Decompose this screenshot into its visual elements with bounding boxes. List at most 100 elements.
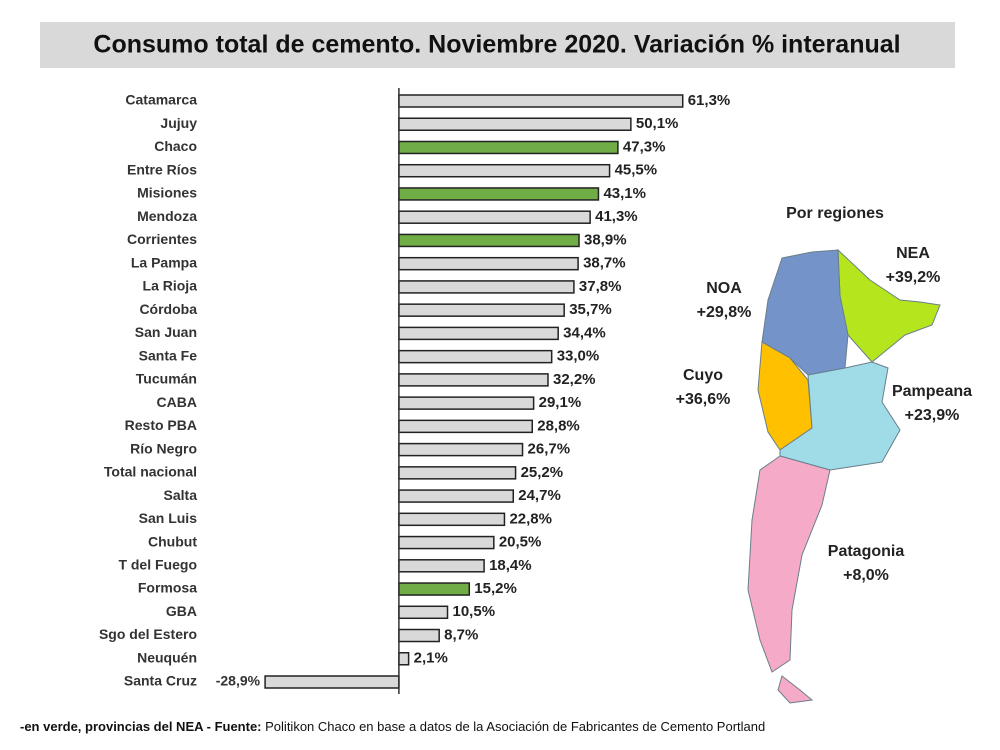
bar	[398, 652, 410, 666]
map-region	[837, 248, 941, 363]
data-label: 20,5%	[499, 534, 542, 551]
bar	[398, 349, 553, 364]
footnote-bold: -en verde, provincias del NEA - Fuente:	[20, 719, 262, 734]
bar	[398, 489, 515, 503]
bar	[398, 559, 485, 573]
bar	[398, 94, 684, 108]
map-region	[779, 361, 901, 471]
footnote: -en verde, provincias del NEA - Fuente: …	[20, 719, 765, 734]
region-label: +39,2%	[886, 269, 941, 286]
data-label: 41,3%	[595, 208, 638, 225]
y-tick-label: Entre Ríos	[127, 161, 197, 177]
bar	[398, 233, 580, 248]
y-tick-label: Corrientes	[127, 231, 197, 247]
data-label: 50,1%	[636, 115, 679, 132]
bar	[398, 628, 440, 643]
y-tick-label: Salta	[164, 487, 198, 503]
region-name: Patagonia	[828, 543, 905, 560]
bar	[398, 117, 632, 131]
map-region	[777, 675, 814, 704]
y-tick-label: San Luis	[139, 510, 198, 526]
region-label: +23,9%	[905, 407, 960, 424]
title-box	[40, 22, 955, 68]
data-label: 43,1%	[603, 185, 646, 202]
data-label: 8,7%	[444, 626, 478, 643]
y-tick-label: Misiones	[137, 185, 197, 201]
data-label: 35,7%	[569, 301, 612, 318]
bar	[398, 210, 591, 224]
region-name: Cuyo	[683, 367, 723, 384]
bar	[398, 187, 600, 201]
bar	[398, 419, 533, 434]
y-tick-label: Córdoba	[139, 301, 197, 317]
region-label: +8,0%	[843, 567, 889, 584]
y-tick-label: Catamarca	[125, 92, 197, 108]
region-name: NOA	[706, 280, 742, 297]
bar	[398, 396, 535, 410]
data-label: -28,9%	[216, 673, 261, 689]
y-tick-label: Total nacional	[104, 464, 197, 480]
data-label: 15,2%	[474, 580, 517, 597]
map	[747, 248, 941, 704]
y-tick-label: Mendoza	[137, 208, 197, 224]
y-tick-label: Sgo del Estero	[99, 626, 197, 642]
bar	[398, 163, 611, 178]
data-label: 10,5%	[453, 603, 496, 620]
region-label: +36,6%	[676, 391, 731, 408]
bar	[398, 280, 575, 294]
y-tick-label: Tucumán	[136, 371, 197, 387]
y-tick-label: Formosa	[138, 580, 197, 596]
y-tick-label: Santa Cruz	[124, 673, 197, 689]
y-tick-label: Santa Fe	[139, 347, 198, 363]
region-name: NEA	[896, 245, 930, 262]
bar	[398, 605, 449, 620]
y-tick-label: Chubut	[148, 533, 197, 549]
data-label: 61,3%	[688, 92, 731, 109]
data-label: 34,4%	[563, 324, 606, 341]
data-label: 33,0%	[557, 348, 600, 365]
bar	[398, 582, 471, 596]
y-tick-label: San Juan	[135, 324, 197, 340]
y-tick-label: La Rioja	[143, 278, 198, 294]
region-label: +29,8%	[697, 304, 752, 321]
y-tick-label: CABA	[157, 394, 197, 410]
chart-title: Consumo total de cemento. Noviembre 2020…	[93, 31, 900, 59]
bar	[398, 535, 495, 550]
bar	[398, 303, 565, 317]
y-tick-label: Río Negro	[130, 440, 197, 456]
region-name: Pampeana	[892, 383, 972, 400]
data-label: 2,1%	[414, 650, 448, 667]
bar	[398, 466, 517, 480]
map-region	[747, 455, 831, 673]
data-label: 32,2%	[553, 371, 596, 388]
data-label: 47,3%	[623, 138, 666, 155]
bar	[398, 373, 549, 387]
y-tick-label: T del Fuego	[118, 557, 197, 573]
data-label: 37,8%	[579, 278, 622, 295]
footnote-text: Politikon Chaco en base a datos de la As…	[265, 719, 765, 734]
data-label: 38,9%	[584, 231, 627, 248]
y-tick-label: GBA	[166, 603, 197, 619]
data-label: 24,7%	[518, 487, 561, 504]
bar	[398, 326, 559, 341]
bar	[398, 140, 619, 155]
y-tick-label: La Pampa	[131, 254, 197, 270]
bar	[264, 675, 400, 689]
bar	[398, 256, 579, 271]
data-label: 28,8%	[537, 417, 580, 434]
bar	[398, 442, 524, 457]
y-tick-label: Neuquén	[137, 649, 197, 665]
data-label: 22,8%	[509, 510, 552, 527]
data-label: 45,5%	[615, 162, 658, 179]
data-label: 26,7%	[528, 441, 571, 458]
data-label: 25,2%	[521, 464, 564, 481]
y-tick-label: Chaco	[154, 138, 197, 154]
map-title: Por regiones	[786, 205, 884, 222]
data-label: 29,1%	[539, 394, 582, 411]
data-label: 38,7%	[583, 255, 626, 272]
y-tick-label: Resto PBA	[125, 417, 197, 433]
data-label: 18,4%	[489, 557, 532, 574]
bar	[398, 512, 506, 527]
y-tick-label: Jujuy	[160, 115, 197, 131]
